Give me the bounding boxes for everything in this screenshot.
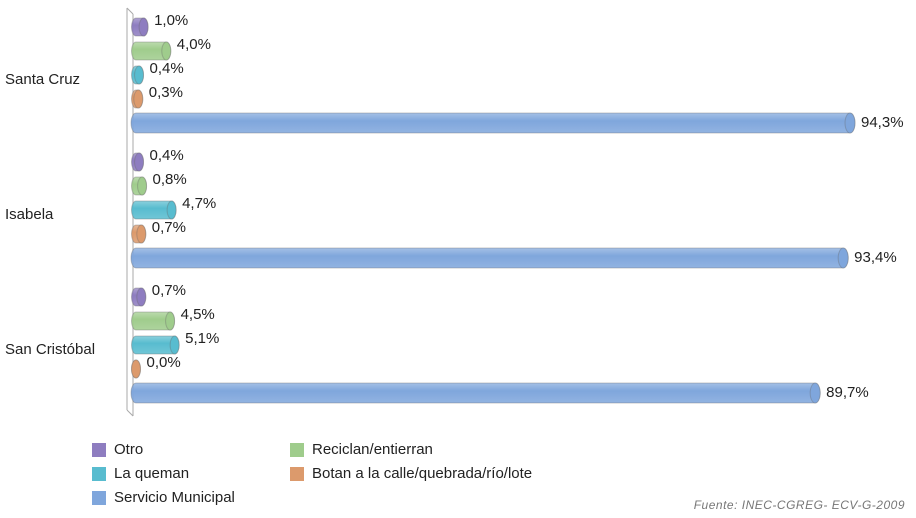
- bar-cap: [134, 65, 145, 85]
- data-label: 0,7%: [152, 219, 186, 236]
- data-label: 0,0%: [147, 354, 181, 371]
- data-label: 89,7%: [826, 384, 869, 401]
- legend-swatch: [92, 467, 106, 481]
- bar: [130, 247, 849, 269]
- bar: [130, 112, 856, 134]
- legend-label: Servicio Municipal: [114, 489, 235, 506]
- source-note: Fuente: INEC-CGREG- ECV-G-2009: [694, 498, 905, 512]
- bar-cap: [809, 382, 821, 404]
- bar-cap: [131, 359, 141, 379]
- bar-cap: [837, 247, 849, 269]
- bar-cap: [844, 112, 856, 134]
- y-tick-label: Santa Cruz: [5, 71, 80, 88]
- bar-cap: [166, 200, 177, 220]
- data-label: 4,0%: [177, 36, 211, 53]
- legend-label: Otro: [114, 441, 143, 458]
- bar-cap: [161, 41, 172, 61]
- data-label: 93,4%: [854, 249, 897, 266]
- axis-wall: [126, 409, 134, 417]
- data-label: 0,7%: [152, 282, 186, 299]
- data-label: 1,0%: [154, 12, 188, 29]
- bar-cap: [134, 152, 145, 172]
- data-label: 0,4%: [150, 60, 184, 77]
- y-tick-label: San Cristóbal: [5, 341, 95, 358]
- bar-cap: [136, 287, 147, 307]
- data-label: 0,8%: [153, 171, 187, 188]
- legend-label: Botan a la calle/quebrada/río/lote: [312, 465, 532, 482]
- data-label: 0,3%: [149, 84, 183, 101]
- bar: [130, 382, 821, 404]
- data-label: 4,7%: [182, 195, 216, 212]
- y-tick-label: Isabela: [5, 206, 54, 223]
- data-label: 5,1%: [185, 330, 219, 347]
- legend-label: Reciclan/entierran: [312, 441, 433, 458]
- legend-label: La queman: [114, 465, 189, 482]
- data-label: 94,3%: [861, 114, 904, 131]
- data-label: 4,5%: [181, 306, 215, 323]
- bar-cap: [138, 17, 149, 37]
- bar-cap: [137, 176, 148, 196]
- bar-cap: [169, 335, 180, 355]
- legend-swatch: [290, 443, 304, 457]
- bar-cap: [165, 311, 176, 331]
- legend-swatch: [290, 467, 304, 481]
- legend-swatch: [92, 443, 106, 457]
- data-label: 0,4%: [150, 147, 184, 164]
- bar-cap: [133, 89, 144, 109]
- axis-wall: [126, 7, 134, 15]
- bar-cap: [136, 224, 147, 244]
- legend-swatch: [92, 491, 106, 505]
